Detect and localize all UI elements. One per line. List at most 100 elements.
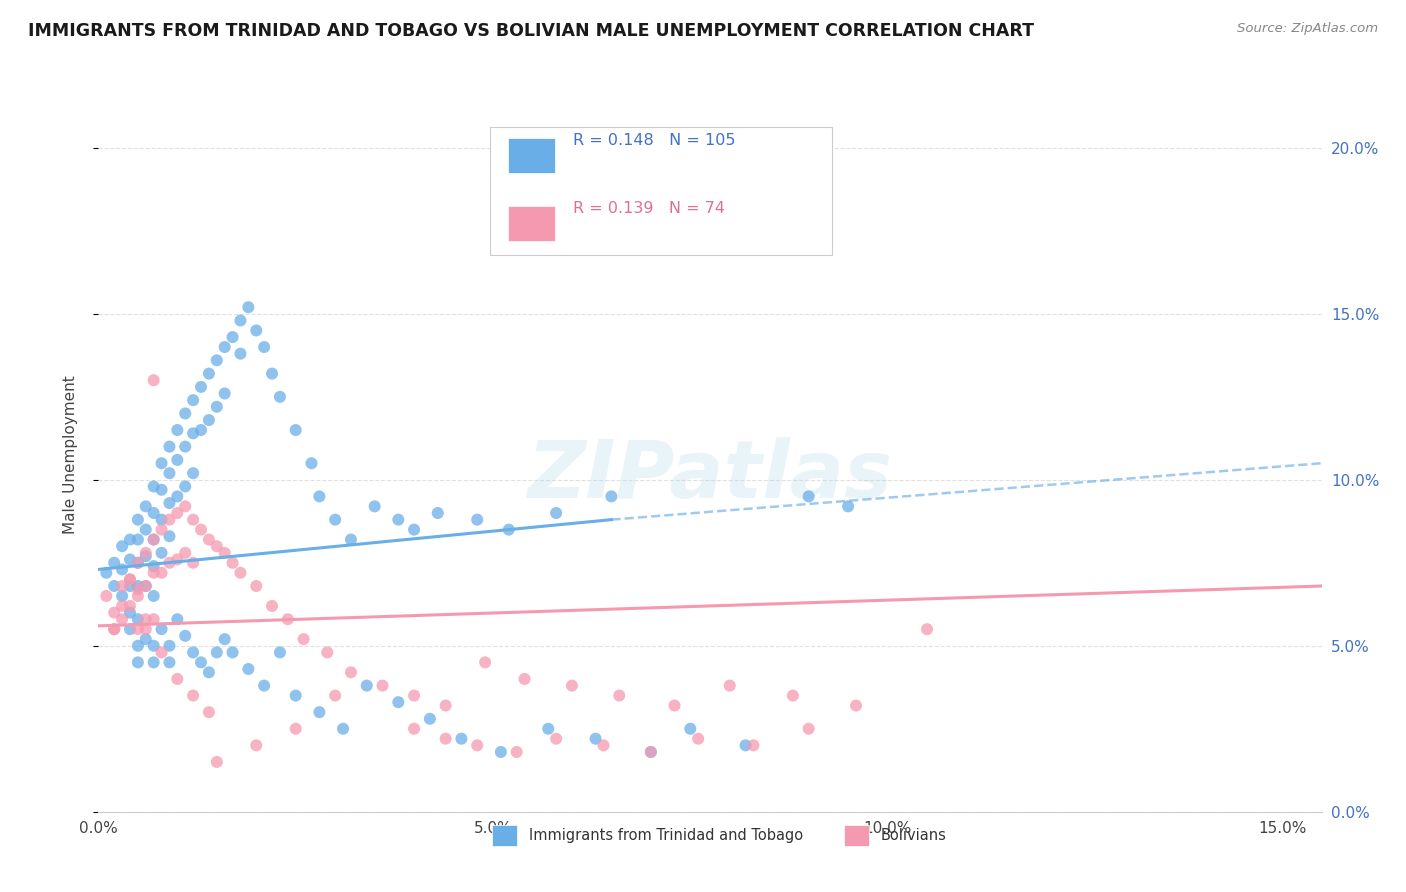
Point <box>135 632 157 647</box>
Point <box>450 731 472 746</box>
Point <box>229 347 252 361</box>
Point <box>238 662 260 676</box>
Point <box>205 645 228 659</box>
Point <box>127 556 149 570</box>
Point <box>797 490 820 504</box>
Point <box>465 513 488 527</box>
Point <box>118 622 141 636</box>
Point <box>111 599 134 613</box>
Point <box>260 367 283 381</box>
Point <box>238 300 260 314</box>
Point <box>103 622 125 636</box>
Point <box>127 612 149 626</box>
Point <box>688 731 710 746</box>
Point <box>198 367 221 381</box>
Point <box>142 559 165 574</box>
Point <box>679 722 702 736</box>
Point <box>284 423 307 437</box>
Point <box>127 556 149 570</box>
Point <box>159 556 181 570</box>
FancyBboxPatch shape <box>489 127 832 255</box>
Text: Immigrants from Trinidad and Tobago: Immigrants from Trinidad and Tobago <box>529 828 803 843</box>
Point <box>585 731 607 746</box>
Text: Source: ZipAtlas.com: Source: ZipAtlas.com <box>1237 22 1378 36</box>
Point <box>229 313 252 327</box>
Point <box>245 323 267 337</box>
Point <box>135 579 157 593</box>
Point <box>404 523 426 537</box>
Point <box>127 582 149 597</box>
Point <box>489 745 512 759</box>
Point <box>142 589 165 603</box>
Point <box>253 340 276 354</box>
Point <box>837 500 859 514</box>
Point <box>284 722 307 736</box>
Point <box>150 546 173 560</box>
Point <box>269 390 291 404</box>
Point <box>316 645 339 659</box>
Point <box>198 533 221 547</box>
Point <box>181 393 204 408</box>
Text: Bolivians: Bolivians <box>880 828 946 843</box>
Point <box>159 529 181 543</box>
Point <box>734 739 756 753</box>
Point <box>135 612 157 626</box>
Point <box>142 639 165 653</box>
Point <box>332 722 354 736</box>
Point <box>465 739 488 753</box>
Point <box>640 745 662 759</box>
Point <box>174 500 197 514</box>
Point <box>142 373 165 387</box>
Point <box>245 579 267 593</box>
Point <box>607 689 630 703</box>
Text: IMMIGRANTS FROM TRINIDAD AND TOBAGO VS BOLIVIAN MALE UNEMPLOYMENT CORRELATION CH: IMMIGRANTS FROM TRINIDAD AND TOBAGO VS B… <box>28 22 1035 40</box>
Point <box>505 745 527 759</box>
Point <box>174 440 197 454</box>
Point <box>118 606 141 620</box>
Point <box>592 739 614 753</box>
Point <box>150 483 173 497</box>
Point <box>205 400 228 414</box>
Point <box>159 639 181 653</box>
Point <box>159 440 181 454</box>
Point <box>166 490 188 504</box>
Point <box>537 722 560 736</box>
Point <box>277 612 299 626</box>
Point <box>198 665 221 680</box>
Point <box>340 665 363 680</box>
Point <box>198 705 221 719</box>
Point <box>127 579 149 593</box>
Point <box>118 599 141 613</box>
Point <box>404 722 426 736</box>
Point <box>214 632 236 647</box>
Point <box>166 506 188 520</box>
Point <box>150 645 173 659</box>
Point <box>181 689 204 703</box>
Point <box>174 546 197 560</box>
Point <box>371 679 394 693</box>
Point <box>174 406 197 420</box>
Point <box>205 539 228 553</box>
Point <box>387 513 409 527</box>
Point <box>118 573 141 587</box>
Point <box>166 453 188 467</box>
Point <box>150 523 173 537</box>
Point <box>142 612 165 626</box>
Point <box>96 589 118 603</box>
Point <box>190 523 212 537</box>
Point <box>229 566 252 580</box>
Point <box>111 612 134 626</box>
Point <box>111 579 134 593</box>
Point <box>190 656 212 670</box>
Point <box>150 513 173 527</box>
Point <box>214 546 236 560</box>
Point <box>103 606 125 620</box>
Point <box>118 573 141 587</box>
Point <box>142 656 165 670</box>
Point <box>513 672 536 686</box>
Point <box>127 639 149 653</box>
Point <box>426 506 449 520</box>
Point <box>127 513 149 527</box>
Point <box>190 380 212 394</box>
Point <box>142 479 165 493</box>
